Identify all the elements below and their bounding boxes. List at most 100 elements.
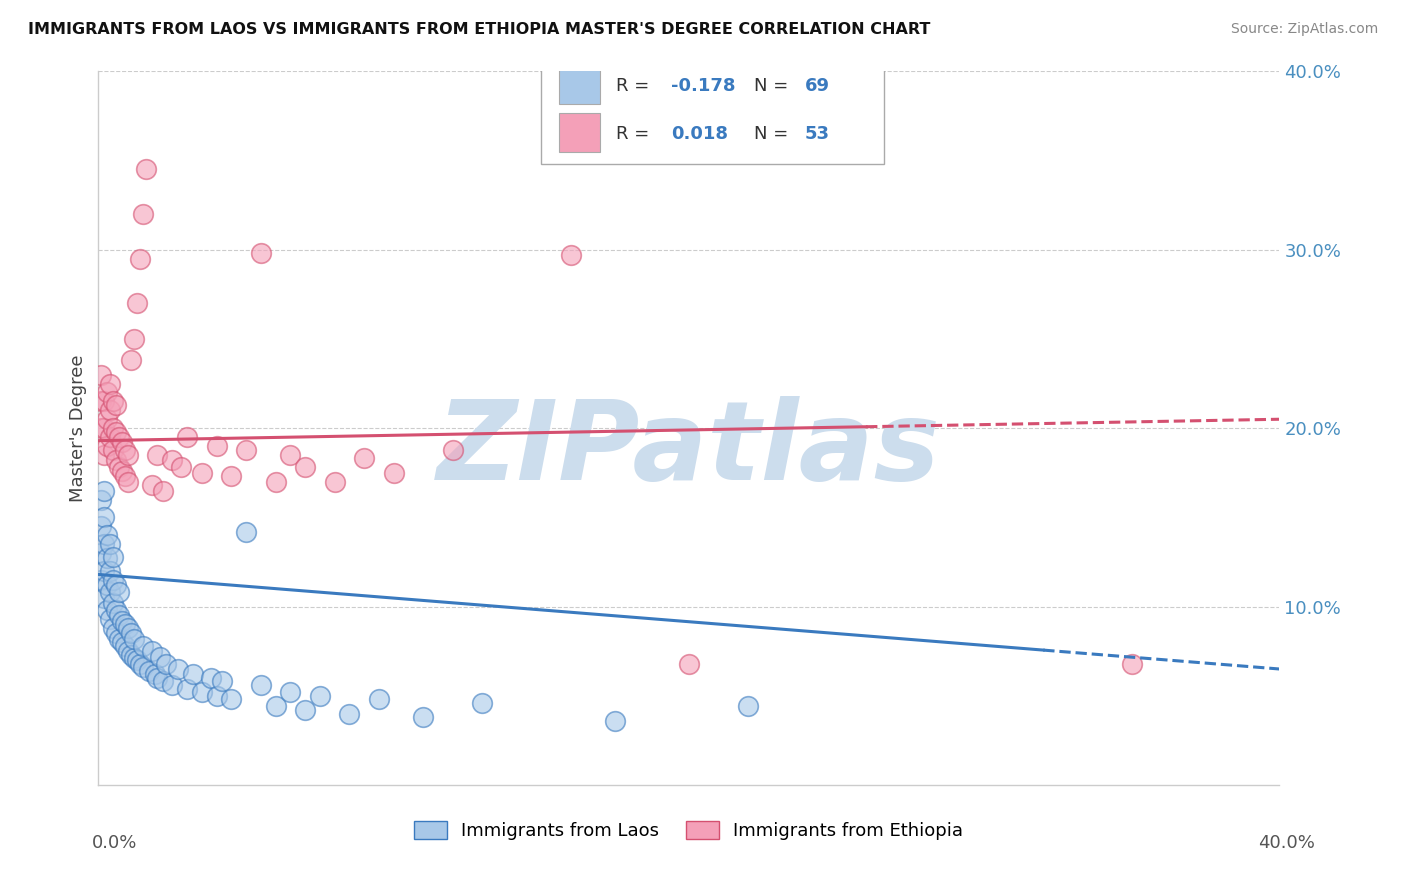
Point (108, 608, 131, 623)
Point (93, 394, 115, 409)
Point (167, 662, 190, 676)
Point (96, 439, 118, 453)
Point (103, 394, 125, 409)
Point (441, 442, 464, 457)
FancyBboxPatch shape (541, 54, 884, 164)
Point (138, 664, 160, 678)
Point (235, 524, 257, 539)
Point (96, 528, 118, 542)
Point (143, 667, 166, 681)
Point (114, 442, 136, 457)
Y-axis label: Master's Degree: Master's Degree (69, 354, 87, 502)
Point (98, 612, 121, 626)
Point (149, 649, 172, 664)
Point (162, 678, 183, 692)
Point (103, 442, 125, 457)
Point (111, 635, 134, 649)
Text: R =: R = (616, 126, 655, 144)
Bar (560, 113, 600, 153)
Point (93, 421, 115, 435)
Point (120, 626, 142, 640)
Point (221, 469, 243, 483)
Point (323, 475, 346, 489)
Point (111, 464, 134, 478)
Point (98, 585, 121, 599)
Point (125, 653, 148, 667)
Point (103, 596, 125, 610)
Point (103, 549, 125, 564)
Point (117, 448, 139, 462)
Point (90, 394, 112, 409)
Point (122, 632, 145, 646)
Point (108, 632, 131, 646)
Point (135, 162, 157, 177)
Point (205, 439, 228, 453)
Point (117, 621, 139, 635)
Point (98, 376, 121, 391)
Point (152, 483, 174, 498)
Point (90, 421, 112, 435)
Point (264, 699, 287, 714)
Text: R =: R = (616, 77, 655, 95)
Point (221, 692, 243, 706)
Point (117, 475, 139, 489)
Text: Source: ZipAtlas.com: Source: ZipAtlas.com (1230, 22, 1378, 37)
Point (339, 706, 361, 721)
Point (280, 448, 302, 462)
Point (98, 537, 121, 551)
Point (96, 603, 118, 617)
Point (117, 644, 139, 658)
Point (105, 453, 128, 467)
Point (96, 578, 118, 592)
Point (280, 685, 302, 699)
Point (96, 551, 118, 566)
Point (105, 626, 128, 640)
Point (105, 603, 128, 617)
Text: 0.018: 0.018 (671, 126, 728, 144)
Point (678, 657, 700, 671)
Point (93, 591, 115, 605)
Point (114, 639, 136, 653)
Point (105, 398, 128, 412)
Point (90, 573, 112, 587)
Legend: Immigrants from Laos, Immigrants from Ethiopia: Immigrants from Laos, Immigrants from Et… (408, 814, 970, 847)
Point (353, 451, 375, 466)
Point (1121, 657, 1143, 671)
Point (235, 442, 257, 457)
Point (120, 353, 142, 368)
Point (264, 475, 287, 489)
Point (132, 207, 155, 221)
Point (211, 674, 233, 689)
Point (103, 421, 125, 435)
Text: 40.0%: 40.0% (1258, 834, 1315, 852)
Point (111, 614, 134, 628)
Point (103, 573, 125, 587)
Point (368, 692, 391, 706)
Point (132, 660, 155, 674)
Text: N =: N = (754, 126, 794, 144)
Point (737, 699, 759, 714)
Text: IMMIGRANTS FROM LAOS VS IMMIGRANTS FROM ETHIOPIA MASTER'S DEGREE CORRELATION CHA: IMMIGRANTS FROM LAOS VS IMMIGRANTS FROM … (28, 22, 931, 37)
Point (122, 332, 145, 346)
Point (181, 667, 204, 681)
Point (93, 448, 115, 462)
Bar (560, 64, 600, 103)
Point (294, 460, 316, 475)
Point (128, 657, 150, 671)
Point (114, 469, 136, 483)
Point (605, 714, 627, 728)
Point (108, 460, 131, 475)
Point (93, 483, 115, 498)
Point (170, 460, 193, 475)
Point (105, 425, 128, 439)
Text: 53: 53 (804, 126, 830, 144)
Point (108, 430, 131, 444)
Text: ZIPatlas: ZIPatlas (437, 396, 941, 503)
Text: N =: N = (754, 77, 794, 95)
Point (93, 537, 115, 551)
Point (98, 403, 121, 417)
Point (146, 671, 169, 685)
Point (250, 246, 273, 260)
Point (294, 703, 316, 717)
Text: -0.178: -0.178 (671, 77, 735, 95)
